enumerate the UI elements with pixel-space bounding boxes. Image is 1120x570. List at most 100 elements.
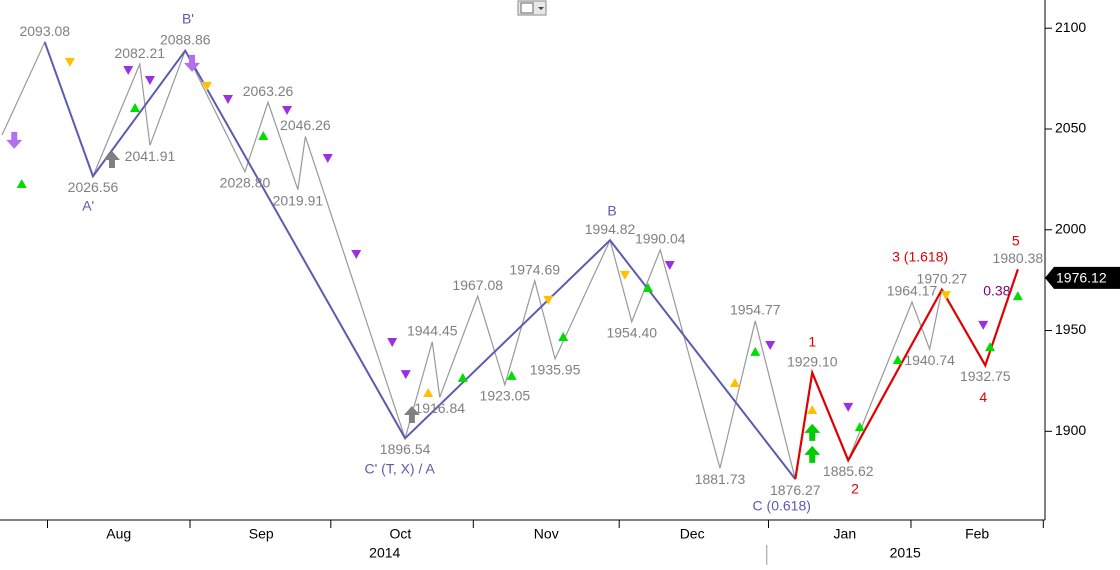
swing-label: 1980.38 [993,250,1044,266]
signal-marker [223,94,233,104]
y-tick-label: 2050 [1055,120,1086,136]
signal-marker [322,154,333,164]
y-tick-label: 2100 [1055,19,1086,35]
wave-label: C' (T, X) / A [364,461,435,477]
swing-label: 2082.21 [114,45,165,61]
signal-marker [6,131,23,149]
signal-marker [282,106,293,116]
signal-marker [807,404,818,414]
swing-label: 1974.69 [509,261,560,277]
x-tick-label: Aug [106,526,131,542]
year-label: 2014 [369,545,400,561]
swing-label: 1954.40 [606,324,657,340]
wave-label: 5 [1012,233,1020,249]
swing-label: 1876.27 [770,482,821,498]
icon-caret[interactable] [538,7,544,10]
y-tick-label: 2000 [1055,220,1086,236]
signal-marker [892,354,903,364]
signal-marker [130,103,141,113]
swing-label: 1896.54 [380,441,431,457]
icon-glyph[interactable] [520,2,534,14]
wave-label: A' [82,198,94,214]
signal-marker [804,445,821,463]
signal-marker [664,261,675,271]
signal-marker [558,331,569,341]
signal-marker [985,342,996,352]
x-tick-label: Oct [389,526,411,542]
swing-label: 1970.27 [917,270,968,286]
swing-label: 2041.91 [125,148,176,164]
swing-label: 1929.10 [787,353,838,369]
toolbar-icon[interactable] [517,0,547,16]
wave-label: B' [182,11,194,27]
signal-marker [978,320,989,330]
swing-label: 1881.73 [695,471,746,487]
abc-wave-line [43,41,797,480]
signal-marker [843,402,854,412]
swing-label: 1944.45 [407,322,458,338]
wave-label: 4 [979,389,987,405]
swing-label: 2063.26 [243,83,294,99]
wave-label: 2 [851,481,859,497]
signal-marker [184,54,201,72]
swing-label: 1994.82 [585,221,636,237]
swing-label: 1954.77 [730,302,781,318]
swing-label: 1932.75 [960,368,1011,384]
signal-marker [1012,291,1023,301]
signal-marker [506,370,517,380]
signal-marker [351,249,362,259]
signal-marker [201,81,212,91]
swing-label: 1885.62 [823,463,874,479]
signal-marker [258,131,269,141]
signal-marker [804,423,821,441]
swing-label: 1923.05 [480,388,531,404]
signal-marker [103,151,120,169]
signal-marker [387,338,398,348]
swing-label: 1967.08 [452,277,503,293]
swing-label: 2046.26 [280,117,331,133]
signal-marker [729,377,740,387]
signal-marker [765,341,776,351]
signal-marker [457,372,468,382]
wave-label: 1 [808,334,816,350]
swing-label: 2028.80 [220,174,271,190]
swing-label: 1964.17 [887,283,938,299]
swing-label: 2088.86 [160,31,211,47]
signal-marker [423,388,434,398]
x-tick-label: Nov [534,526,559,542]
signal-marker [619,270,630,280]
swing-label: 1916.84 [414,400,465,416]
price-line [1,40,1019,480]
wave-label: 3 (1.618) [892,249,948,265]
year-label: 2015 [890,545,921,561]
x-tick-label: Feb [965,526,989,542]
y-tick-label: 1950 [1055,321,1086,337]
last-price-label: 1976.12 [1056,270,1107,286]
x-tick-label: Sep [249,526,274,542]
signal-marker [543,295,554,305]
signal-marker [403,405,420,423]
signal-marker [64,57,75,67]
y-tick-label: 1900 [1055,422,1086,438]
signal-marker [123,65,134,75]
swing-label: 1940.74 [904,352,955,368]
wave-label: C (0.618) [753,498,811,514]
x-tick-label: Jan [834,526,857,542]
signal-marker [940,291,951,301]
signal-marker [16,179,27,189]
wave-label: B [607,203,616,219]
signal-marker [144,76,155,86]
swing-label: 1990.04 [635,231,686,247]
signal-marker [854,422,865,432]
signal-marker [400,370,411,380]
signal-marker [643,283,654,293]
swing-label: 2093.08 [19,23,70,39]
x-tick-label: Dec [680,526,705,542]
last-price-box [1045,266,1120,289]
swing-label: 2019.91 [273,192,324,208]
swing-label: 1935.95 [530,362,581,378]
swing-label: 2026.56 [68,179,119,195]
